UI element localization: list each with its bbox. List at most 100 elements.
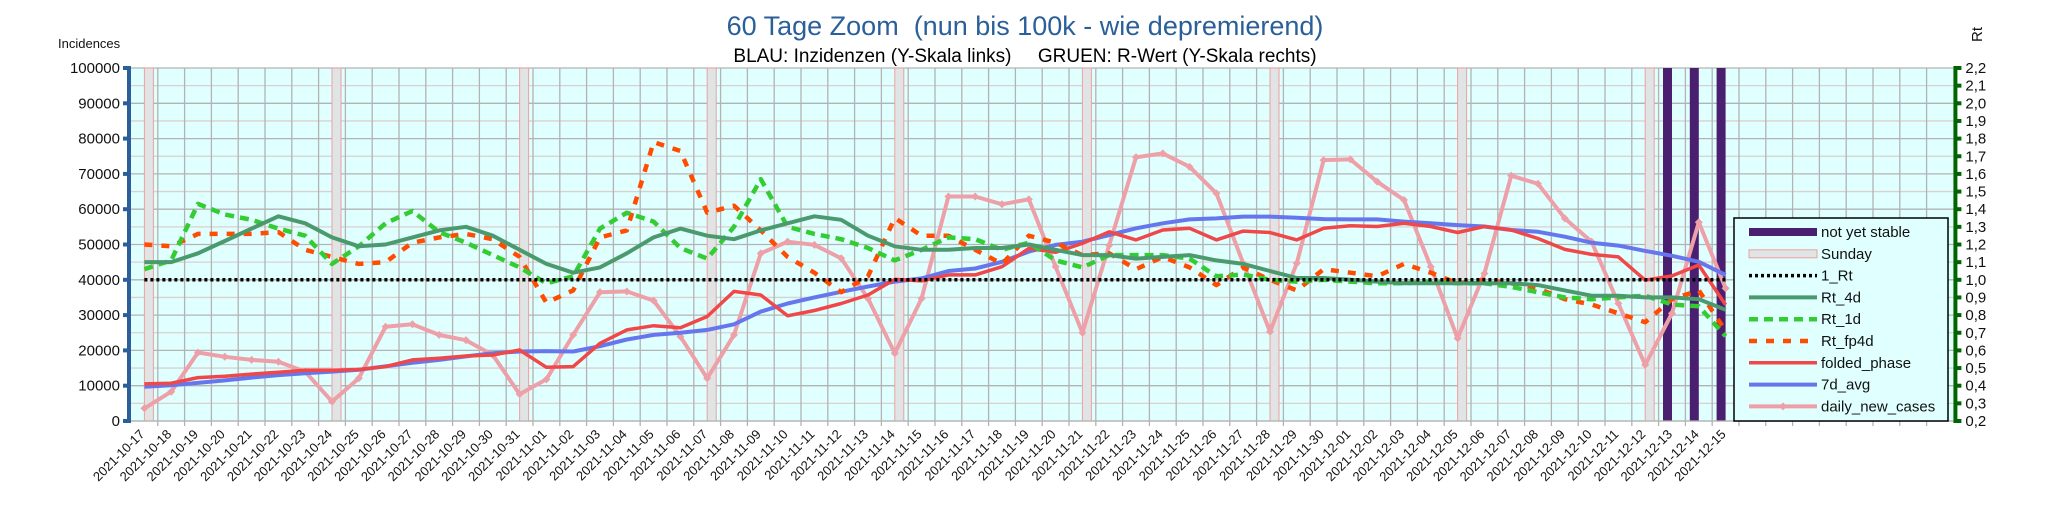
data-point-daily-new-cases [730,330,738,339]
y-tick-right-label: 0,2 [1965,413,1986,430]
y-tick-right-label: 0,7 [1965,325,1986,342]
data-point-daily-new-cases [1292,259,1301,268]
y-tick-left-mark [123,313,129,318]
data-point-daily-new-cases [274,357,283,366]
data-point-daily-new-cases [1507,171,1516,180]
legend-swatch-not-yet-stable [1749,228,1817,236]
series-line-7d-avg [144,214,1727,389]
data-point-daily-new-cases [890,349,899,358]
y-tick-left-label: 60000 [78,201,120,218]
legend-label: folded_phase [1821,355,1911,372]
y-tick-right-mark [1955,66,1962,70]
y-tick-right-mark [1955,348,1962,353]
legend-item: 1_Rt [1749,268,1854,285]
y-tick-left-mark [123,171,129,176]
data-point-daily-new-cases [1185,162,1194,171]
data-point-daily-new-cases [462,336,470,345]
y-tick-left-label: 80000 [78,131,120,148]
y-tick-left-label: 70000 [78,166,120,183]
series-line-rt-4d [144,214,1727,312]
y-tick-right-label: 0,3 [1965,395,1986,412]
y-tick-right-mark [1955,224,1962,229]
y-tick-left-mark [123,136,129,141]
data-point-daily-new-cases [1641,360,1650,369]
y-tick-right-mark [1955,189,1962,194]
legend-label: Rt_1d [1821,311,1861,328]
legend-marker-icon [1779,402,1787,411]
y-tick-right-label: 1,9 [1965,113,1986,130]
y-tick-right-label: 0,4 [1965,378,1986,395]
series-line-daily-new-cases [143,151,1728,411]
y-tick-right-mark [1955,330,1962,335]
legend-item: Rt_1d [1749,311,1861,328]
legend-item: not yet stable [1749,224,1910,241]
y-tick-right-mark [1955,401,1962,406]
y-tick-right-label: 0,5 [1965,360,1986,377]
legend-label: Sunday [1821,246,1872,263]
y-tick-left-label: 30000 [78,307,120,324]
data-point-daily-new-cases [408,320,417,329]
data-point-daily-new-cases [1560,214,1569,223]
y-tick-right-mark [1955,277,1962,282]
y-axis-left-label: Incidences [58,36,121,51]
data-point-daily-new-cases [622,287,631,296]
sunday-bar [1644,67,1655,422]
y-tick-right-mark [1955,313,1962,318]
data-point-daily-new-cases [1266,327,1274,336]
data-point-daily-new-cases [1158,149,1167,158]
data-point-daily-new-cases [1346,155,1355,164]
data-point-daily-new-cases [1105,241,1114,250]
y-tick-right-mark [1955,207,1962,212]
data-point-daily-new-cases [328,397,336,406]
data-point-daily-new-cases [1480,269,1489,278]
y-tick-right-label: 1,0 [1965,272,1986,289]
y-tick-right-mark [1955,383,1962,388]
y-tick-right-mark [1955,295,1962,300]
y-tick-right-mark [1955,101,1962,106]
data-point-daily-new-cases [1534,179,1542,188]
y-tick-right-label: 1,7 [1965,148,1986,165]
axes: 0 10000 20000 30000 40000 50000 60000 70000 8000… [70,60,1986,484]
chart-title: 60 Tage Zoom (nun bis 100k - wie depremi… [727,11,1324,41]
data-point-daily-new-cases [381,322,390,331]
y-tick-right-label: 1,5 [1965,184,1986,201]
y-tick-right-mark [1955,419,1962,423]
data-point-daily-new-cases [971,192,980,201]
data-point-daily-new-cases [1212,189,1221,198]
data-point-daily-new-cases [596,288,604,297]
legend-label: daily_new_cases [1821,398,1935,415]
legend: not yet stable Sunday 1_Rt Rt_4d Rt_1d Rt_fp4… [1733,217,1949,422]
y-tick-right-label: 2,1 [1965,78,1986,95]
data-point-daily-new-cases [1694,218,1703,227]
legend-item: daily_new_cases [1749,398,1935,415]
data-point-daily-new-cases [435,330,444,339]
data-point-daily-new-cases [944,192,953,201]
y-tick-right-label: 2,2 [1965,60,1986,77]
data-point-daily-new-cases [703,374,712,383]
y-tick-left-mark [123,419,129,423]
y-tick-right-label: 2,0 [1965,95,1986,112]
y-tick-right-label: 1,2 [1965,237,1986,254]
y-tick-right-mark [1955,83,1962,88]
y-tick-right-mark [1955,118,1962,123]
y-tick-left-mark [123,242,129,247]
series-line-folded-phase [144,221,1728,386]
y-tick-left-label: 20000 [78,342,120,359]
legend-label: Rt_fp4d [1821,333,1874,350]
y-tick-left-label: 40000 [78,272,120,289]
data-point-daily-new-cases [810,240,819,249]
y-tick-right-label: 1,3 [1965,219,1986,236]
data-point-daily-new-cases [140,404,149,413]
legend-swatch-sunday [1748,249,1818,259]
data-point-daily-new-cases [1132,153,1140,162]
y-tick-right-mark [1955,260,1962,265]
series-lines [140,139,1730,413]
data-point-daily-new-cases [220,352,229,361]
y-tick-left-label: 0 [112,413,120,430]
y-tick-left-label: 50000 [78,237,120,254]
sunday-bar [1269,67,1280,422]
data-point-daily-new-cases [1051,262,1060,271]
y-tick-right-mark [1955,242,1962,247]
data-point-daily-new-cases [569,330,578,339]
